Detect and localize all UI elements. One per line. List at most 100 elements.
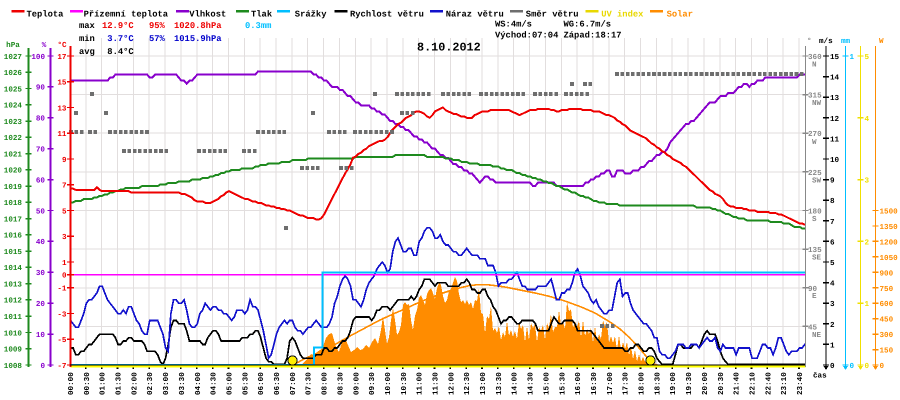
svg-text:22:40: 22:40 [764, 372, 773, 395]
svg-text:3: 3 [830, 300, 835, 309]
svg-text:1500: 1500 [880, 208, 899, 217]
svg-text:1: 1 [62, 260, 67, 268]
svg-text:Rychlost větru: Rychlost větru [350, 10, 424, 20]
svg-text:avg: avg [79, 47, 95, 57]
svg-text:90: 90 [808, 285, 818, 294]
svg-text:0: 0 [40, 362, 45, 371]
svg-text:5: 5 [830, 260, 835, 268]
svg-text:00:00: 00:00 [67, 372, 76, 395]
svg-text:NW: NW [812, 100, 822, 108]
svg-text:1022: 1022 [4, 134, 23, 143]
svg-text:80: 80 [36, 115, 46, 124]
svg-text:1012: 1012 [4, 297, 23, 306]
svg-text:8.10.2012: 8.10.2012 [417, 41, 481, 55]
svg-text:20:30: 20:30 [717, 372, 726, 395]
svg-text:270: 270 [808, 130, 822, 139]
svg-text:07:30: 07:30 [305, 372, 314, 395]
svg-text:23:10: 23:10 [780, 372, 789, 395]
svg-text:16:00: 16:00 [574, 372, 583, 395]
svg-text:min: min [79, 34, 95, 44]
svg-text:14:30: 14:30 [527, 372, 536, 395]
svg-text:14: 14 [830, 75, 840, 83]
svg-text:1024: 1024 [4, 102, 23, 111]
svg-text:02:30: 02:30 [146, 372, 155, 395]
svg-text:08:30: 08:30 [336, 372, 345, 395]
svg-text:čas: čas [813, 372, 827, 381]
svg-text:Tlak: Tlak [251, 10, 273, 20]
svg-text:15: 15 [830, 54, 840, 62]
svg-text:06:00: 06:00 [257, 372, 266, 395]
svg-text:Teplota: Teplota [27, 10, 65, 20]
svg-text:1027: 1027 [4, 53, 23, 62]
svg-text:01:00: 01:00 [99, 372, 108, 395]
svg-text:08:00: 08:00 [321, 372, 330, 395]
svg-text:11:00: 11:00 [416, 372, 425, 395]
svg-text:4: 4 [865, 116, 870, 124]
svg-text:4: 4 [830, 281, 835, 289]
svg-text:95%: 95% [149, 21, 166, 31]
svg-text:1019: 1019 [4, 183, 23, 192]
svg-text:1050: 1050 [880, 254, 899, 263]
svg-text:13:30: 13:30 [495, 372, 504, 395]
svg-text:Solar: Solar [667, 10, 693, 20]
svg-text:40: 40 [36, 238, 46, 247]
svg-text:22:10: 22:10 [749, 372, 758, 395]
svg-text:3: 3 [62, 233, 67, 242]
svg-text:0: 0 [830, 362, 835, 371]
svg-text:S: S [812, 215, 817, 224]
svg-text:12:30: 12:30 [463, 372, 472, 395]
svg-text:Náraz větru: Náraz větru [446, 10, 504, 20]
svg-text:12: 12 [830, 115, 840, 124]
svg-text:2: 2 [830, 321, 835, 330]
svg-text:WS:4m/s: WS:4m/s [495, 20, 532, 30]
svg-text:57%: 57% [149, 34, 166, 44]
svg-text:14:00: 14:00 [511, 372, 520, 395]
svg-text:1008: 1008 [4, 362, 23, 371]
svg-text:9: 9 [830, 177, 835, 186]
svg-text:1023: 1023 [4, 118, 23, 127]
svg-text:Směr větru: Směr větru [526, 10, 579, 20]
svg-text:2: 2 [865, 238, 870, 247]
svg-text:1015.9hPa: 1015.9hPa [174, 34, 222, 44]
svg-text:11:30: 11:30 [432, 372, 441, 395]
svg-text:1018: 1018 [4, 199, 23, 208]
svg-text:70: 70 [36, 146, 46, 155]
svg-text:1010: 1010 [4, 329, 23, 338]
svg-text:0: 0 [880, 362, 885, 371]
svg-text:1011: 1011 [4, 313, 23, 322]
svg-text:1025: 1025 [4, 85, 23, 94]
svg-text:8: 8 [830, 197, 835, 206]
svg-text:17:00: 17:00 [606, 372, 615, 395]
svg-text:750: 750 [880, 285, 894, 294]
svg-text:SE: SE [812, 254, 822, 263]
svg-text:15:30: 15:30 [558, 372, 567, 395]
svg-text:05:00: 05:00 [226, 372, 235, 395]
svg-text:11: 11 [57, 131, 67, 139]
svg-text:18:00: 18:00 [638, 372, 647, 395]
svg-text:100: 100 [31, 53, 45, 62]
svg-text:15: 15 [57, 80, 67, 88]
svg-text:05:30: 05:30 [241, 372, 250, 395]
svg-text:19:00: 19:00 [669, 372, 678, 395]
svg-text:Přízemní teplota: Přízemní teplota [84, 10, 169, 20]
svg-text:315: 315 [808, 92, 822, 101]
svg-text:Srážky: Srážky [295, 10, 327, 20]
svg-text:360: 360 [808, 53, 822, 62]
svg-text:09:00: 09:00 [352, 372, 361, 395]
svg-text:1016: 1016 [4, 232, 23, 241]
svg-text:6: 6 [830, 238, 835, 247]
svg-text:09:30: 09:30 [368, 372, 377, 395]
svg-text:10:30: 10:30 [400, 372, 409, 395]
svg-text:1015: 1015 [4, 248, 23, 257]
svg-text:30: 30 [36, 269, 46, 278]
svg-text:10: 10 [36, 331, 46, 340]
svg-text:1: 1 [865, 301, 870, 309]
svg-text:19:30: 19:30 [685, 372, 694, 395]
svg-text:hPa: hPa [6, 41, 20, 50]
svg-text:02:00: 02:00 [130, 372, 139, 395]
svg-text:Vlhkost: Vlhkost [189, 10, 226, 20]
svg-text:45: 45 [808, 324, 818, 332]
svg-text:%: % [42, 41, 47, 50]
svg-text:9: 9 [62, 156, 67, 165]
svg-text:5: 5 [62, 208, 67, 216]
